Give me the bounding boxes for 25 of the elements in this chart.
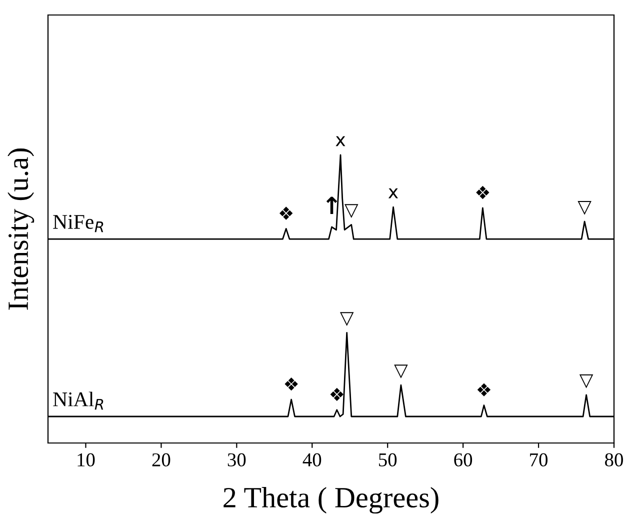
series-label: NiFe$_{R}$ — [53, 214, 104, 232]
x-tick-label: 10 — [78, 453, 95, 466]
x-tick-label: 40 — [302, 453, 322, 466]
annotation: ↑ — [326, 196, 338, 214]
annotation: ❖ — [330, 388, 344, 402]
series-label: NiAl$_{R}$ — [53, 392, 104, 410]
annotation: ▽ — [344, 204, 358, 218]
annotation: ▽ — [579, 374, 594, 388]
x-tick-label: 50 — [379, 453, 397, 466]
x-tick-label: 60 — [454, 453, 472, 466]
annotation: ▽ — [394, 364, 408, 378]
x-axis-title: 2 Theta ( Degrees) — [224, 487, 438, 514]
x-tick-label: 70 — [530, 453, 548, 466]
annotation: ❖ — [280, 206, 293, 220]
annotation: ❖ — [476, 186, 490, 200]
annotation: ❖ — [477, 383, 491, 396]
annotation: ❖ — [284, 377, 298, 391]
annotation: x — [336, 136, 346, 146]
x-tick-label: 20 — [152, 453, 170, 466]
x-tick-label: 30 — [228, 453, 246, 466]
y-axis-title: Intensity (u.a) — [8, 148, 34, 310]
annotation: ▽ — [340, 312, 354, 326]
annotation: ▽ — [578, 201, 592, 215]
annotation: x — [388, 188, 398, 198]
x-tick-label: 80 — [605, 453, 623, 466]
